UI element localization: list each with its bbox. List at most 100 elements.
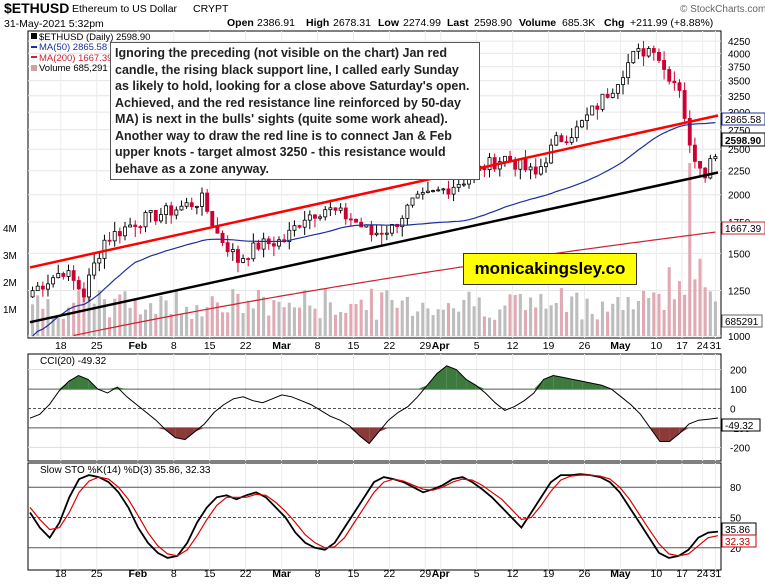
- candle-body: [400, 217, 405, 228]
- volume-tick-label: 3M: [3, 251, 17, 262]
- candle-body: [210, 210, 215, 227]
- candle-body: [600, 93, 605, 110]
- sto-d-tag-box: [721, 534, 757, 548]
- candle-body: [241, 258, 246, 263]
- candle-body: [338, 207, 343, 211]
- candle-body: [590, 105, 595, 116]
- candle-body: [277, 239, 281, 247]
- volume-bar: [518, 293, 522, 336]
- volume-bar: [31, 304, 35, 336]
- volume-tick-label: 4M: [3, 224, 17, 235]
- cci-line: [29, 365, 719, 445]
- volume-bar: [251, 308, 255, 336]
- cci-tick-label: 0: [730, 405, 736, 416]
- volume-bar: [636, 300, 640, 336]
- candle-body: [46, 283, 50, 290]
- cci-title: CCI(20) -49.32: [40, 356, 107, 367]
- x-tick-label: 18: [55, 340, 67, 352]
- volume-bar: [56, 317, 60, 336]
- volume-bar: [564, 312, 569, 336]
- cci-oversold-fill: [155, 427, 166, 430]
- header-name: Ethereum to US Dollar: [72, 3, 178, 15]
- cci-overbought-fill: [68, 375, 79, 390]
- cci-overbought-fill: [562, 377, 573, 390]
- candle-body: [451, 186, 456, 195]
- volume-bar: [683, 294, 687, 336]
- volume-bar: [647, 297, 651, 336]
- sto-d-line: [29, 474, 719, 557]
- cci-oversold-fill: [349, 427, 360, 436]
- volume-bar: [154, 313, 158, 336]
- candle-body: [431, 190, 435, 192]
- volume-bar: [585, 298, 589, 336]
- volume-bar: [642, 290, 646, 336]
- cci-oversold-fill: [659, 427, 670, 442]
- candle-body: [672, 80, 677, 84]
- volume-bar: [534, 307, 538, 336]
- ma200-tag: 1667.39: [725, 224, 762, 235]
- candle-body: [528, 166, 533, 171]
- candle-body: [97, 258, 102, 264]
- x-tick-label: 24: [697, 568, 709, 580]
- volume-bar: [164, 300, 168, 336]
- x-tick-label: 10: [651, 340, 663, 352]
- volume-bar: [693, 279, 697, 336]
- candle-body: [200, 192, 204, 207]
- volume-bar: [133, 298, 137, 336]
- x-tick-label: 19: [543, 568, 555, 580]
- ma50-line: [32, 122, 716, 337]
- cci-oversold-fill: [194, 427, 205, 432]
- volume-label: Volume: [519, 17, 556, 29]
- volume-bar: [174, 290, 178, 336]
- x-tick-label: 24: [697, 340, 709, 352]
- candle-body: [564, 141, 569, 144]
- candle-body: [164, 205, 169, 215]
- candle-body: [379, 232, 384, 235]
- sto-title: Slow STO %K(14) %D(3) 35.86, 32.33: [40, 465, 211, 476]
- open-value: 2386.91: [257, 17, 295, 29]
- cci-oversold-fill: [185, 427, 195, 440]
- candle-body: [184, 202, 189, 207]
- legend-volume: Volume 685,291: [39, 63, 108, 74]
- candle-body: [667, 69, 672, 82]
- volume-bar: [190, 318, 194, 336]
- cci-overbought-fill: [553, 375, 563, 390]
- volume-bar: [554, 302, 558, 336]
- volume-bar: [708, 291, 712, 336]
- header-date: 31-May-2021 5:32pm: [4, 18, 104, 30]
- legend-ma200: MA(200) 1667.39: [39, 53, 112, 64]
- candle-body: [61, 273, 66, 277]
- candle-body: [313, 214, 317, 219]
- candle-body: [158, 214, 163, 222]
- volume-tick-label: 2M: [3, 278, 17, 289]
- cci-oversold-fill: [369, 427, 379, 444]
- price-tick-label: 1500: [728, 249, 751, 260]
- volume-bar: [123, 291, 127, 336]
- candle-body: [703, 167, 708, 179]
- volume-bar: [159, 295, 163, 336]
- sto-panel-frame: [27, 462, 722, 571]
- volume-bar: [36, 295, 40, 336]
- candle-body: [71, 270, 76, 281]
- volume-bar: [467, 291, 471, 336]
- volume-bar: [354, 304, 358, 336]
- price-tick-label: 2750: [728, 126, 751, 137]
- volume-bar: [703, 287, 707, 336]
- x-tick-label: 8: [315, 568, 321, 580]
- price-tick-label: 1000: [728, 332, 751, 343]
- volume-bar: [544, 308, 548, 336]
- x-tick-label: Apr: [432, 568, 450, 580]
- chg-value: +211.99 (+8.88%): [630, 17, 713, 29]
- cci-tick-label: 200: [730, 366, 747, 377]
- high-label: High: [306, 17, 329, 29]
- price-tick-label: 3500: [728, 77, 751, 88]
- volume-bar: [513, 295, 517, 336]
- volume-bar: [672, 299, 676, 336]
- candle-body: [410, 197, 415, 206]
- x-tick-label: Apr: [432, 340, 450, 352]
- candle-body: [138, 226, 143, 229]
- volume-bar: [267, 315, 271, 336]
- volume-bar: [580, 319, 584, 336]
- volume-bar: [616, 296, 620, 336]
